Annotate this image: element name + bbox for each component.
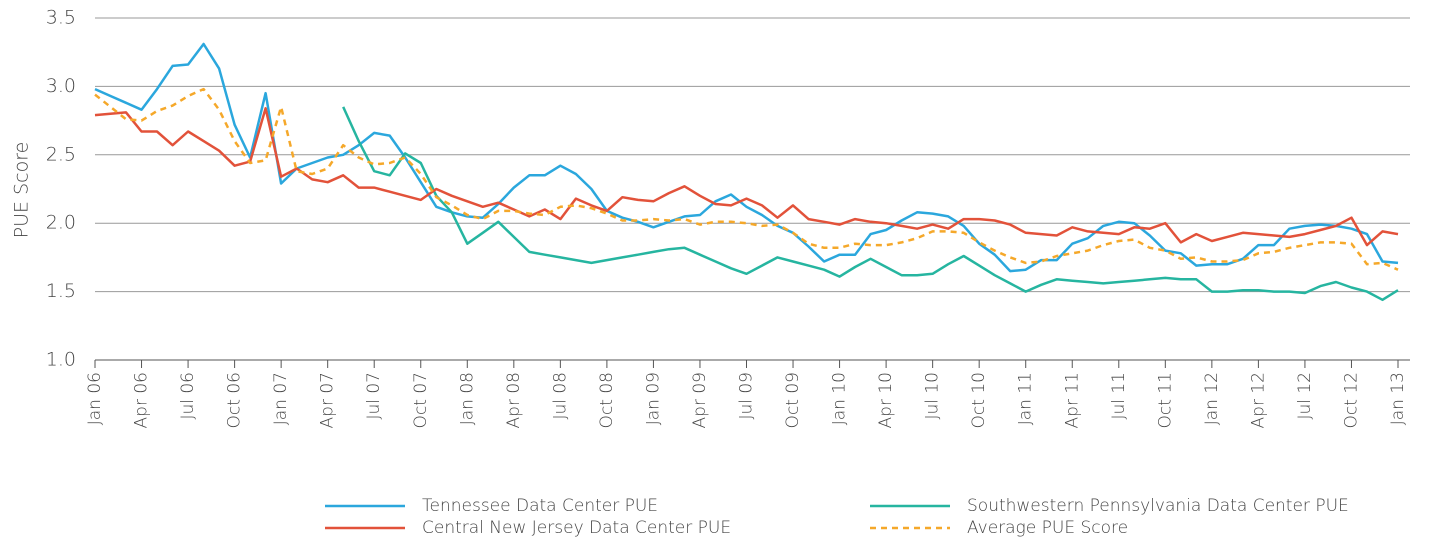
series-line (94, 42, 1399, 273)
y-axis-label: PUE Score (11, 142, 33, 239)
x-tick-label: Apr 06 (132, 372, 152, 428)
x-tick-label: Apr 10 (876, 372, 896, 428)
x-tick-label: Apr 07 (318, 372, 338, 428)
x-tick-label: Oct 08 (597, 372, 617, 428)
x-tick-label: Jan 07 (271, 372, 291, 425)
x-tick-label: Apr 11 (1062, 372, 1082, 428)
x-tick-label: Jan 08 (457, 372, 477, 425)
x-tick-label: Jan 13 (1388, 372, 1408, 425)
x-tick-label: Oct 11 (1155, 372, 1175, 428)
x-tick-label: Oct 12 (1341, 372, 1361, 428)
y-tick-label: 3.0 (46, 75, 76, 97)
x-tick-label: Apr 08 (504, 372, 524, 428)
x-tick-label: Jul 08 (550, 372, 570, 420)
y-tick-label: 1.5 (46, 280, 76, 302)
series-line (342, 106, 1399, 302)
x-tick-label: Oct 10 (969, 372, 989, 428)
x-tick-label: Jul 07 (364, 372, 384, 420)
x-tick-label: Oct 07 (411, 372, 431, 428)
x-tick-label: Jul 06 (178, 372, 198, 420)
x-tick-label: Oct 06 (225, 372, 245, 428)
x-tick-label: Jul 09 (737, 372, 757, 420)
x-tick-label: Jan 09 (643, 372, 663, 425)
y-tick-label: 3.5 (46, 7, 76, 29)
x-tick-label: Jan 12 (1202, 372, 1222, 425)
x-tick-label: Jan 11 (1016, 372, 1036, 425)
series-line (94, 87, 1399, 271)
legend-label: Central New Jersey Data Center PUE (422, 518, 731, 538)
legend-label: Average PUE Score (967, 518, 1128, 538)
y-tick-label: 1.0 (46, 349, 76, 371)
x-tick-label: Apr 12 (1248, 372, 1268, 428)
x-tick-label: Jan 10 (830, 372, 850, 425)
y-tick-label: 2.0 (46, 212, 76, 234)
legend-label: Southwestern Pennsylvania Data Center PU… (967, 496, 1349, 516)
y-tick-label: 2.5 (46, 143, 76, 165)
legend-label: Tennessee Data Center PUE (422, 496, 658, 516)
series-line (94, 107, 1399, 247)
x-tick-label: Jul 11 (1109, 372, 1129, 420)
x-tick-label: Oct 09 (783, 372, 803, 428)
x-tick-label: Jul 12 (1295, 372, 1315, 420)
x-tick-label: Apr 09 (690, 372, 710, 428)
x-tick-label: Jul 10 (923, 372, 943, 420)
x-tick-label: Jan 06 (85, 372, 105, 425)
